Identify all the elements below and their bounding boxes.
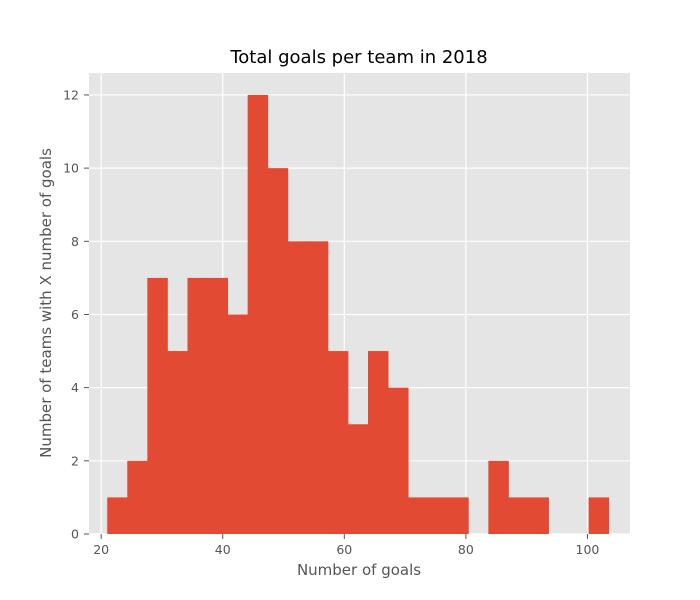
y-axis-label: Number of teams with X number of goals <box>37 148 55 458</box>
y-tick-label: 2 <box>71 453 79 468</box>
x-axis-label: Number of goals <box>297 561 421 579</box>
x-tick-label: 40 <box>215 542 231 557</box>
histogram-bar <box>227 314 249 534</box>
x-tick-label: 60 <box>336 542 352 557</box>
histogram-bar <box>327 351 349 534</box>
x-tick-label: 100 <box>576 542 600 557</box>
x-axis-ticks: 20 40 60 80 100 <box>93 534 599 557</box>
histogram-bar <box>488 460 509 534</box>
histogram-bar <box>448 497 469 534</box>
histogram-bar <box>388 387 409 534</box>
histogram-bar <box>267 168 289 534</box>
histogram-bar <box>167 351 188 534</box>
bars <box>107 94 610 535</box>
x-tick-label: 20 <box>93 542 109 557</box>
histogram-bar <box>428 497 449 534</box>
histogram-bar <box>187 277 208 534</box>
y-axis-ticks: 0 2 4 6 8 10 12 <box>63 87 89 542</box>
histogram-bar <box>528 497 549 534</box>
histogram-bar <box>588 497 610 534</box>
y-tick-label: 4 <box>71 380 79 395</box>
y-tick-label: 10 <box>63 161 79 176</box>
y-tick-label: 6 <box>71 307 79 322</box>
histogram-bar <box>107 497 128 534</box>
histogram-bar <box>147 277 168 534</box>
histogram-bar <box>368 351 389 534</box>
histogram-bar <box>408 497 429 534</box>
histogram-bar <box>508 497 529 534</box>
y-tick-label: 8 <box>71 234 79 249</box>
histogram-bar <box>207 277 228 534</box>
histogram-bar <box>127 460 148 534</box>
chart-title: Total goals per team in 2018 <box>229 47 487 68</box>
y-tick-label: 0 <box>71 527 79 542</box>
x-tick-label: 80 <box>458 542 474 557</box>
histogram-bar <box>247 94 269 534</box>
histogram-bar <box>307 241 329 535</box>
histogram-bar <box>287 241 309 535</box>
histogram-bar <box>347 424 369 534</box>
y-tick-label: 12 <box>63 87 79 102</box>
